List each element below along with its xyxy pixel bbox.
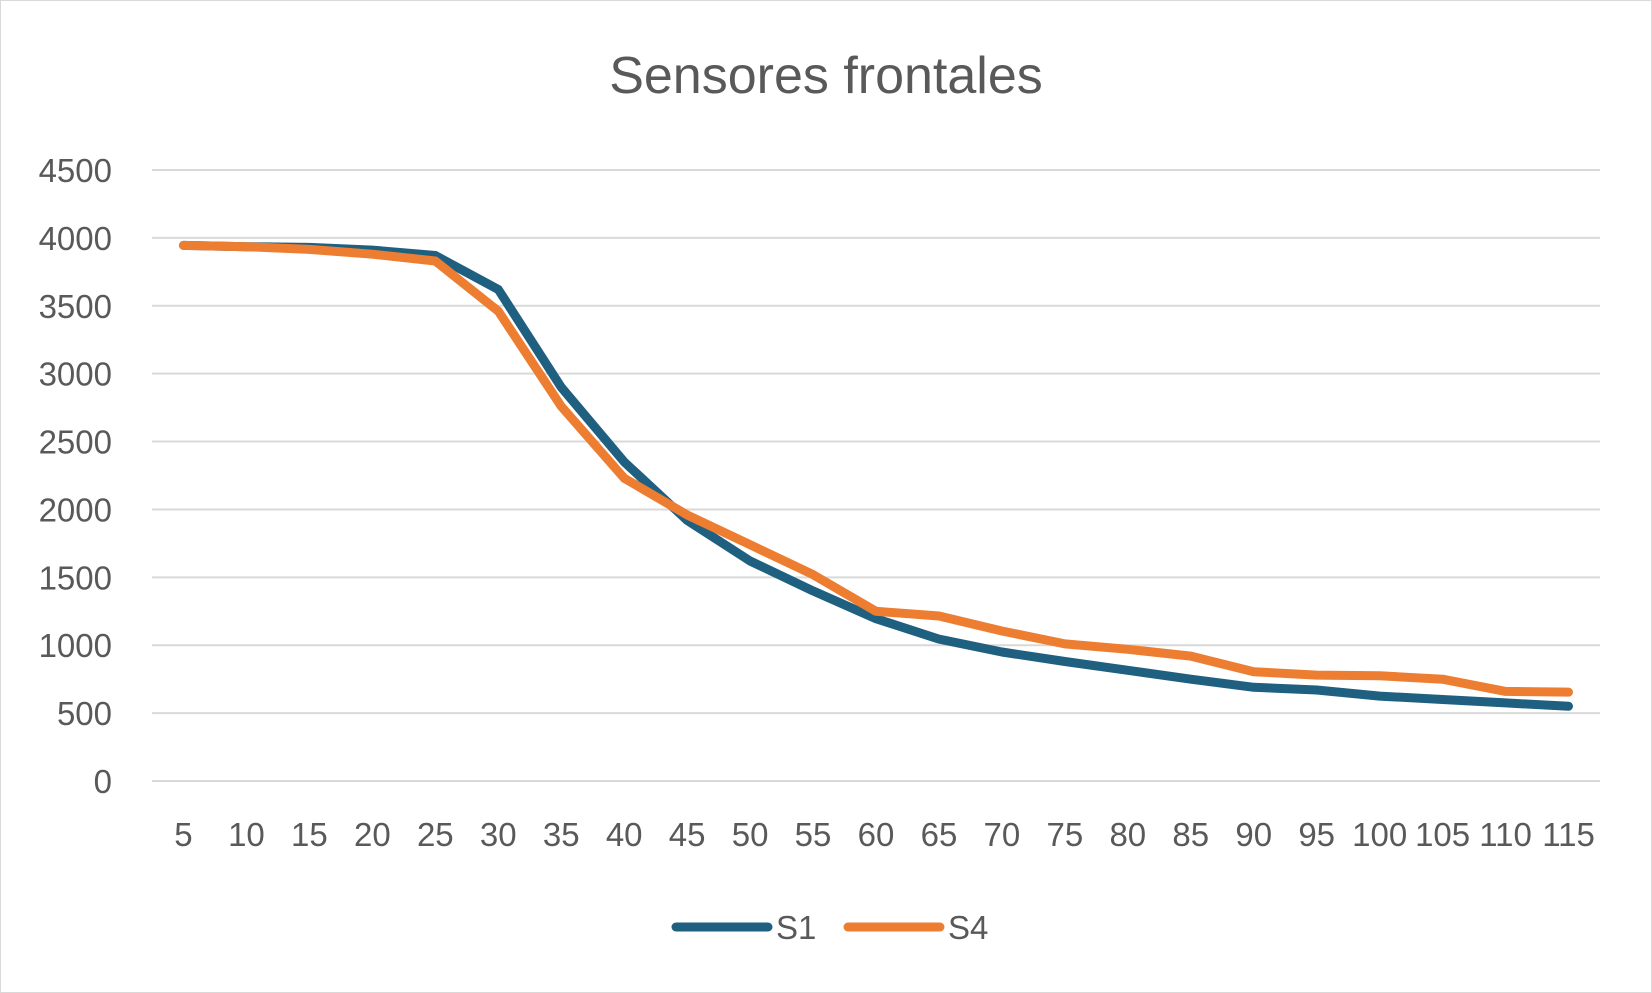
data-point-s1 (497, 288, 499, 290)
x-tick-label: 65 (921, 816, 958, 853)
data-point-s4 (1253, 671, 1255, 673)
legend-label: S4 (948, 909, 988, 946)
x-tick-label: 5 (174, 816, 192, 853)
data-point-s1 (686, 519, 688, 521)
series-lines (179, 240, 1573, 711)
data-point-s1 (623, 461, 625, 463)
data-point-s1 (1379, 695, 1381, 697)
data-point-s4 (497, 310, 499, 312)
data-point-s1 (434, 255, 436, 257)
x-tick-label: 110 (1479, 816, 1532, 853)
series-line-s1 (179, 240, 1573, 711)
data-point-s1 (1316, 689, 1318, 691)
x-tick-label: 85 (1172, 816, 1209, 853)
data-point-s1 (938, 638, 940, 640)
data-point-s4 (1127, 648, 1129, 650)
legend-label: S1 (776, 909, 816, 946)
x-tick-label: 10 (228, 816, 265, 853)
x-tick-label: 40 (606, 816, 643, 853)
data-point-s4 (1064, 643, 1066, 645)
x-tick-label: 55 (795, 816, 832, 853)
x-tick-label: 15 (291, 816, 328, 853)
data-point-s4 (371, 253, 373, 255)
data-point-s1 (749, 560, 751, 562)
y-tick-label: 1500 (39, 559, 112, 596)
data-point-s4 (875, 610, 877, 612)
x-tick-label: 50 (732, 816, 769, 853)
data-point-s4 (245, 246, 247, 248)
data-point-s4 (938, 615, 940, 617)
data-point-s4 (623, 477, 625, 479)
data-point-s4 (686, 514, 688, 516)
data-point-s4 (1568, 691, 1570, 693)
y-tick-label: 3500 (39, 288, 112, 325)
data-point-s1 (1127, 669, 1129, 671)
chart-title: Sensores frontales (609, 47, 1043, 105)
x-tick-label: 35 (543, 816, 580, 853)
x-tick-label: 115 (1542, 816, 1595, 853)
data-point-s1 (1064, 661, 1066, 663)
x-tick-label: 45 (669, 816, 706, 853)
x-tick-label: 60 (858, 816, 895, 853)
x-tick-label: 30 (480, 816, 517, 853)
y-tick-label: 4000 (39, 220, 112, 257)
y-tick-label: 3000 (39, 356, 112, 393)
x-tick-label: 25 (417, 816, 454, 853)
data-point-s4 (812, 574, 814, 576)
data-point-s1 (812, 590, 814, 592)
data-point-s4 (1442, 678, 1444, 680)
x-axis-ticks: 5 10 15 20 25 30 35 40 45 50 55 60 65 70 75 80 85 90 95 100… (174, 816, 1595, 853)
data-point-s1 (1505, 702, 1507, 704)
data-point-s1 (560, 386, 562, 388)
data-point-s4 (560, 405, 562, 407)
x-tick-label: 80 (1109, 816, 1146, 853)
data-point-s4 (1190, 655, 1192, 657)
data-point-s4 (1001, 630, 1003, 632)
y-tick-label: 0 (94, 763, 112, 800)
data-point-s1 (1001, 651, 1003, 653)
y-tick-label: 500 (57, 695, 112, 732)
x-tick-label: 70 (984, 816, 1021, 853)
legend: S1 S4 (671, 909, 988, 946)
y-tick-label: 2500 (39, 424, 112, 461)
series-line-s4 (179, 240, 1573, 697)
x-tick-label: 95 (1298, 816, 1335, 853)
gridlines (152, 169, 1600, 782)
data-point-s1 (875, 618, 877, 620)
y-tick-label: 2000 (39, 491, 112, 528)
data-point-s4 (1505, 690, 1507, 692)
data-point-s1 (1568, 705, 1570, 707)
x-tick-label: 20 (354, 816, 391, 853)
y-axis-ticks: 0 500 1000 1500 2000 2500 3000 3500 4000 4500 (39, 152, 112, 800)
data-point-s1 (1442, 699, 1444, 701)
y-tick-label: 1000 (39, 627, 112, 664)
data-point-s4 (1379, 675, 1381, 677)
x-tick-label: 90 (1235, 816, 1272, 853)
data-point-s4 (1316, 674, 1318, 676)
data-point-s4 (434, 260, 436, 262)
data-point-s1 (1190, 678, 1192, 680)
y-tick-label: 4500 (39, 152, 112, 189)
x-tick-label: 75 (1047, 816, 1084, 853)
data-point-s1 (1253, 686, 1255, 688)
x-tick-label: 105 (1415, 816, 1470, 853)
data-point-s4 (308, 248, 310, 250)
x-tick-label: 100 (1352, 816, 1407, 853)
data-point-s4 (749, 544, 751, 546)
data-point-s4 (182, 244, 184, 246)
